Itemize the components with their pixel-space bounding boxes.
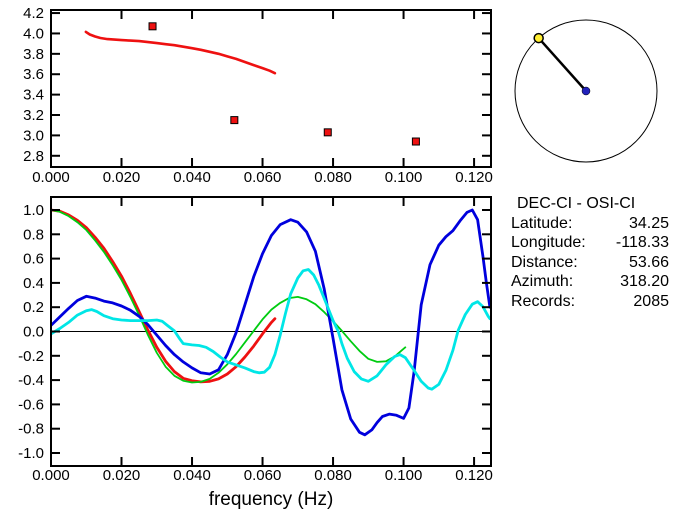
green-curve xyxy=(51,209,407,384)
x-tick-label: 0.000 xyxy=(32,467,70,484)
y-tick-label: 1.0 xyxy=(23,202,44,219)
y-tick-label: 3.4 xyxy=(23,87,44,104)
y-tick-label: 3.2 xyxy=(23,107,44,124)
dial-circle xyxy=(514,19,658,163)
y-tick-label: 0.2 xyxy=(23,299,44,316)
x-tick-label: 0.100 xyxy=(385,467,423,484)
info-value: 53.66 xyxy=(628,253,669,271)
measurement-marker xyxy=(148,22,157,31)
x-tick-label: 0.040 xyxy=(173,169,211,186)
measurement-marker xyxy=(323,128,332,137)
blue-curve xyxy=(51,208,491,437)
info-label: Azimuth: xyxy=(511,273,574,290)
y-tick-label: 3.8 xyxy=(23,46,44,63)
info-row: Azimuth: 318.20 xyxy=(511,272,669,292)
info-label: Longitude: xyxy=(511,234,586,251)
dial-center-dot xyxy=(581,86,591,96)
cyan-curve xyxy=(51,268,491,391)
plot-frame xyxy=(50,9,492,168)
y-tick-label: 4.0 xyxy=(23,25,44,42)
measurement-marker xyxy=(230,116,239,125)
y-tick-label: 0.4 xyxy=(23,275,44,292)
info-value: 34.25 xyxy=(628,214,669,232)
station-pair-title: DEC-CI - OSI-CI xyxy=(517,195,636,212)
azimuth-dial xyxy=(514,19,658,163)
y-tick-label: 2.8 xyxy=(23,148,44,165)
y-tick-label: -0.2 xyxy=(18,348,44,365)
y-tick-label: 0.8 xyxy=(23,226,44,243)
x-tick-label: 0.060 xyxy=(244,467,282,484)
info-label: Distance: xyxy=(511,253,578,271)
y-tick-label: 3.6 xyxy=(23,66,44,83)
top-plot: 0.000 0.020 0.040 0.060 0.080 0.100 0.120 2.8 3.… xyxy=(23,5,493,186)
curves-group xyxy=(84,30,277,75)
x-tick-label: 0.120 xyxy=(455,169,493,186)
x-tick-label: 0.020 xyxy=(103,467,141,484)
red-curve xyxy=(51,208,277,384)
y-tick-label: 3.0 xyxy=(23,127,44,144)
bottom-plot: 0.000 0.020 0.040 0.060 0.080 0.100 0.120 -1.0 -… xyxy=(18,196,493,510)
y-tick-label: 0.0 xyxy=(23,324,44,341)
x-tick-label: 0.100 xyxy=(385,169,423,186)
y-tick-label: -0.8 xyxy=(18,421,44,438)
y-tick-label: -1.0 xyxy=(18,445,44,462)
x-tick-label: 0.060 xyxy=(244,169,282,186)
dial-azimuth-dot xyxy=(533,32,544,44)
info-value: 318.20 xyxy=(620,273,669,290)
x-tick-label: 0.080 xyxy=(314,467,352,484)
info-value: -118.33 xyxy=(615,234,669,251)
x-tick-label: 0.020 xyxy=(103,169,141,186)
y-tick-label: -0.4 xyxy=(18,372,44,389)
x-tick-label: 0.120 xyxy=(455,467,493,484)
info-value: 2085 xyxy=(633,292,669,310)
x-tick-label: 0.080 xyxy=(314,169,352,186)
y-tick-label: 4.2 xyxy=(23,5,44,22)
info-label: Records: xyxy=(511,292,576,310)
azimuth-line xyxy=(537,37,587,92)
x-tick-label: 0.000 xyxy=(32,169,70,186)
info-row: Distance: 53.66 xyxy=(511,253,669,273)
info-row: Latitude: 34.25 xyxy=(511,214,669,234)
frequency-axis-label: frequency (Hz) xyxy=(209,489,334,510)
dispersion-curve xyxy=(84,30,277,75)
curves-group xyxy=(51,208,491,437)
x-tick-label: 0.040 xyxy=(173,467,211,484)
info-label: Latitude: xyxy=(511,214,573,232)
info-row: Longitude: -118.33 xyxy=(511,233,669,253)
station-info-panel: DEC-CI - OSI-CI Latitude: 34.25 Longitude:… xyxy=(511,194,669,311)
measurement-marker xyxy=(411,137,420,146)
y-tick-label: 0.6 xyxy=(23,251,44,268)
y-tick-label: -0.6 xyxy=(18,396,44,413)
station-info-rows: Latitude: 34.25 Longitude: -118.33 Distance:… xyxy=(511,214,669,312)
info-row: Records: 2085 xyxy=(511,292,669,312)
